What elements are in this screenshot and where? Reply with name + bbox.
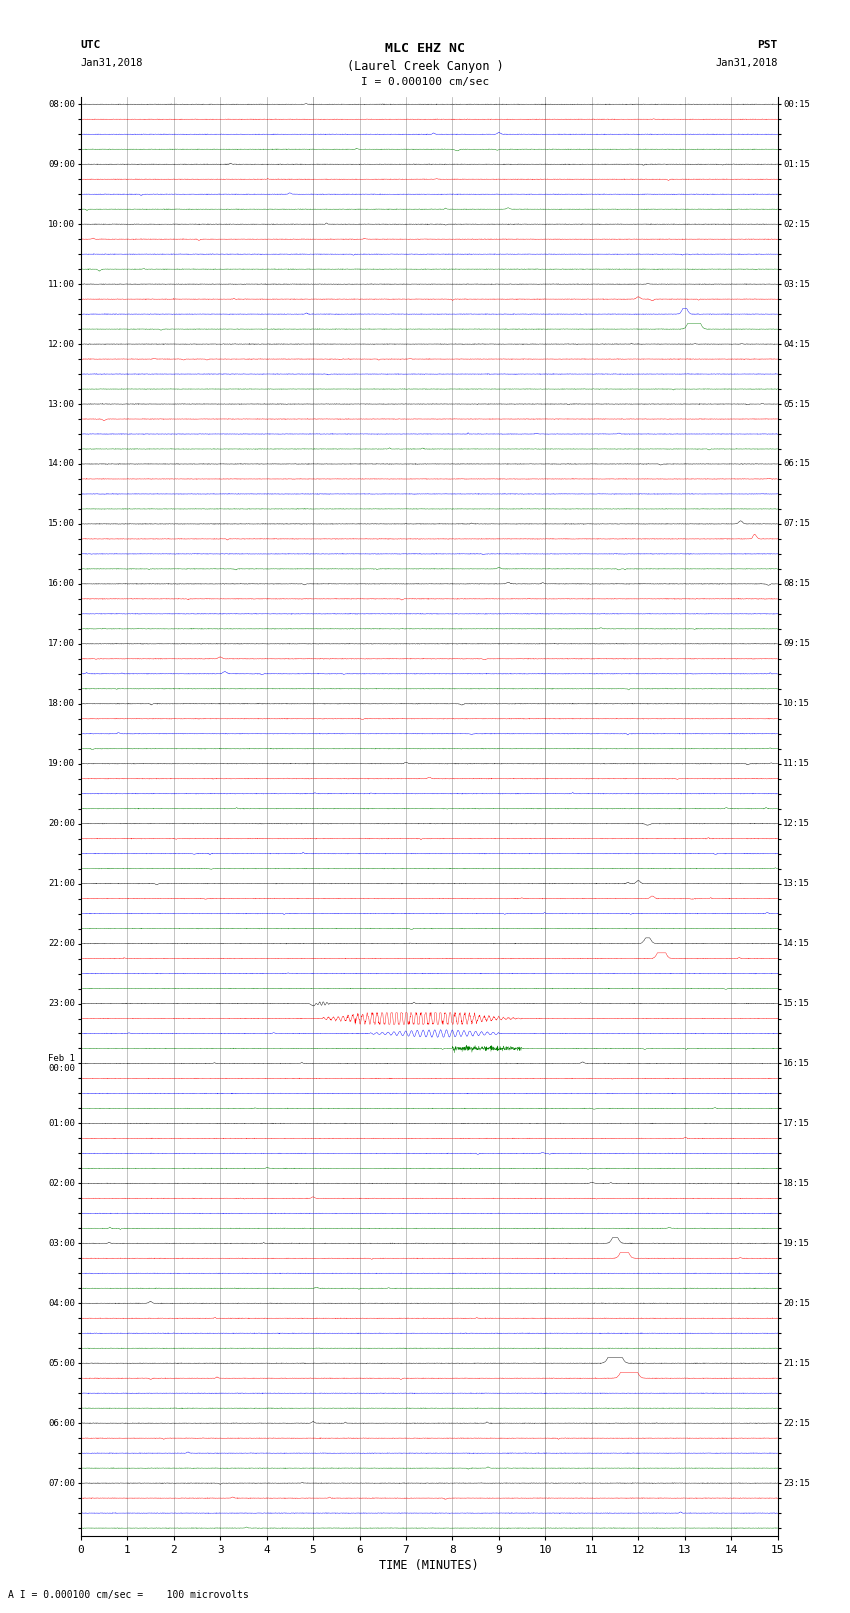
Text: (Laurel Creek Canyon ): (Laurel Creek Canyon ) (347, 60, 503, 73)
Text: PST: PST (757, 40, 778, 50)
Text: Jan31,2018: Jan31,2018 (715, 58, 778, 68)
Text: Jan31,2018: Jan31,2018 (81, 58, 144, 68)
Text: I = 0.000100 cm/sec: I = 0.000100 cm/sec (361, 77, 489, 87)
Text: MLC EHZ NC: MLC EHZ NC (385, 42, 465, 55)
X-axis label: TIME (MINUTES): TIME (MINUTES) (379, 1558, 479, 1571)
Text: UTC: UTC (81, 40, 101, 50)
Text: A I = 0.000100 cm/sec =    100 microvolts: A I = 0.000100 cm/sec = 100 microvolts (8, 1590, 249, 1600)
